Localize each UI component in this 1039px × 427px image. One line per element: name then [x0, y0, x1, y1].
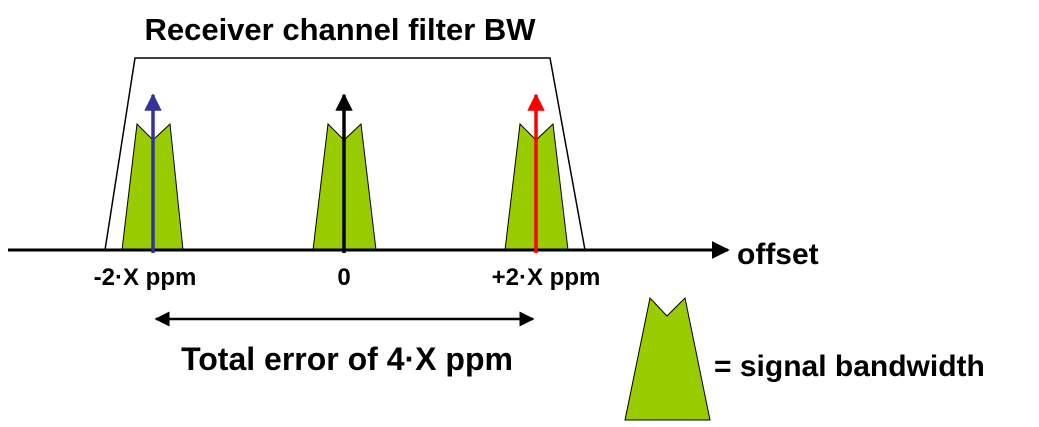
tick-label-plus: +2·X ppm [492, 264, 601, 291]
offset-axis-label: offset [737, 238, 819, 271]
tick-label-minus: -2·X ppm [94, 264, 197, 291]
filter-title: Receiver channel filter BW [144, 12, 536, 47]
filter-passband-outline [104, 57, 586, 251]
legend-label: = signal bandwidth [714, 350, 985, 383]
tick-label-zero: 0 [337, 264, 350, 291]
legend-signal-spectrum [624, 296, 711, 421]
error-span-label: Total error of 4·X ppm [181, 341, 513, 377]
